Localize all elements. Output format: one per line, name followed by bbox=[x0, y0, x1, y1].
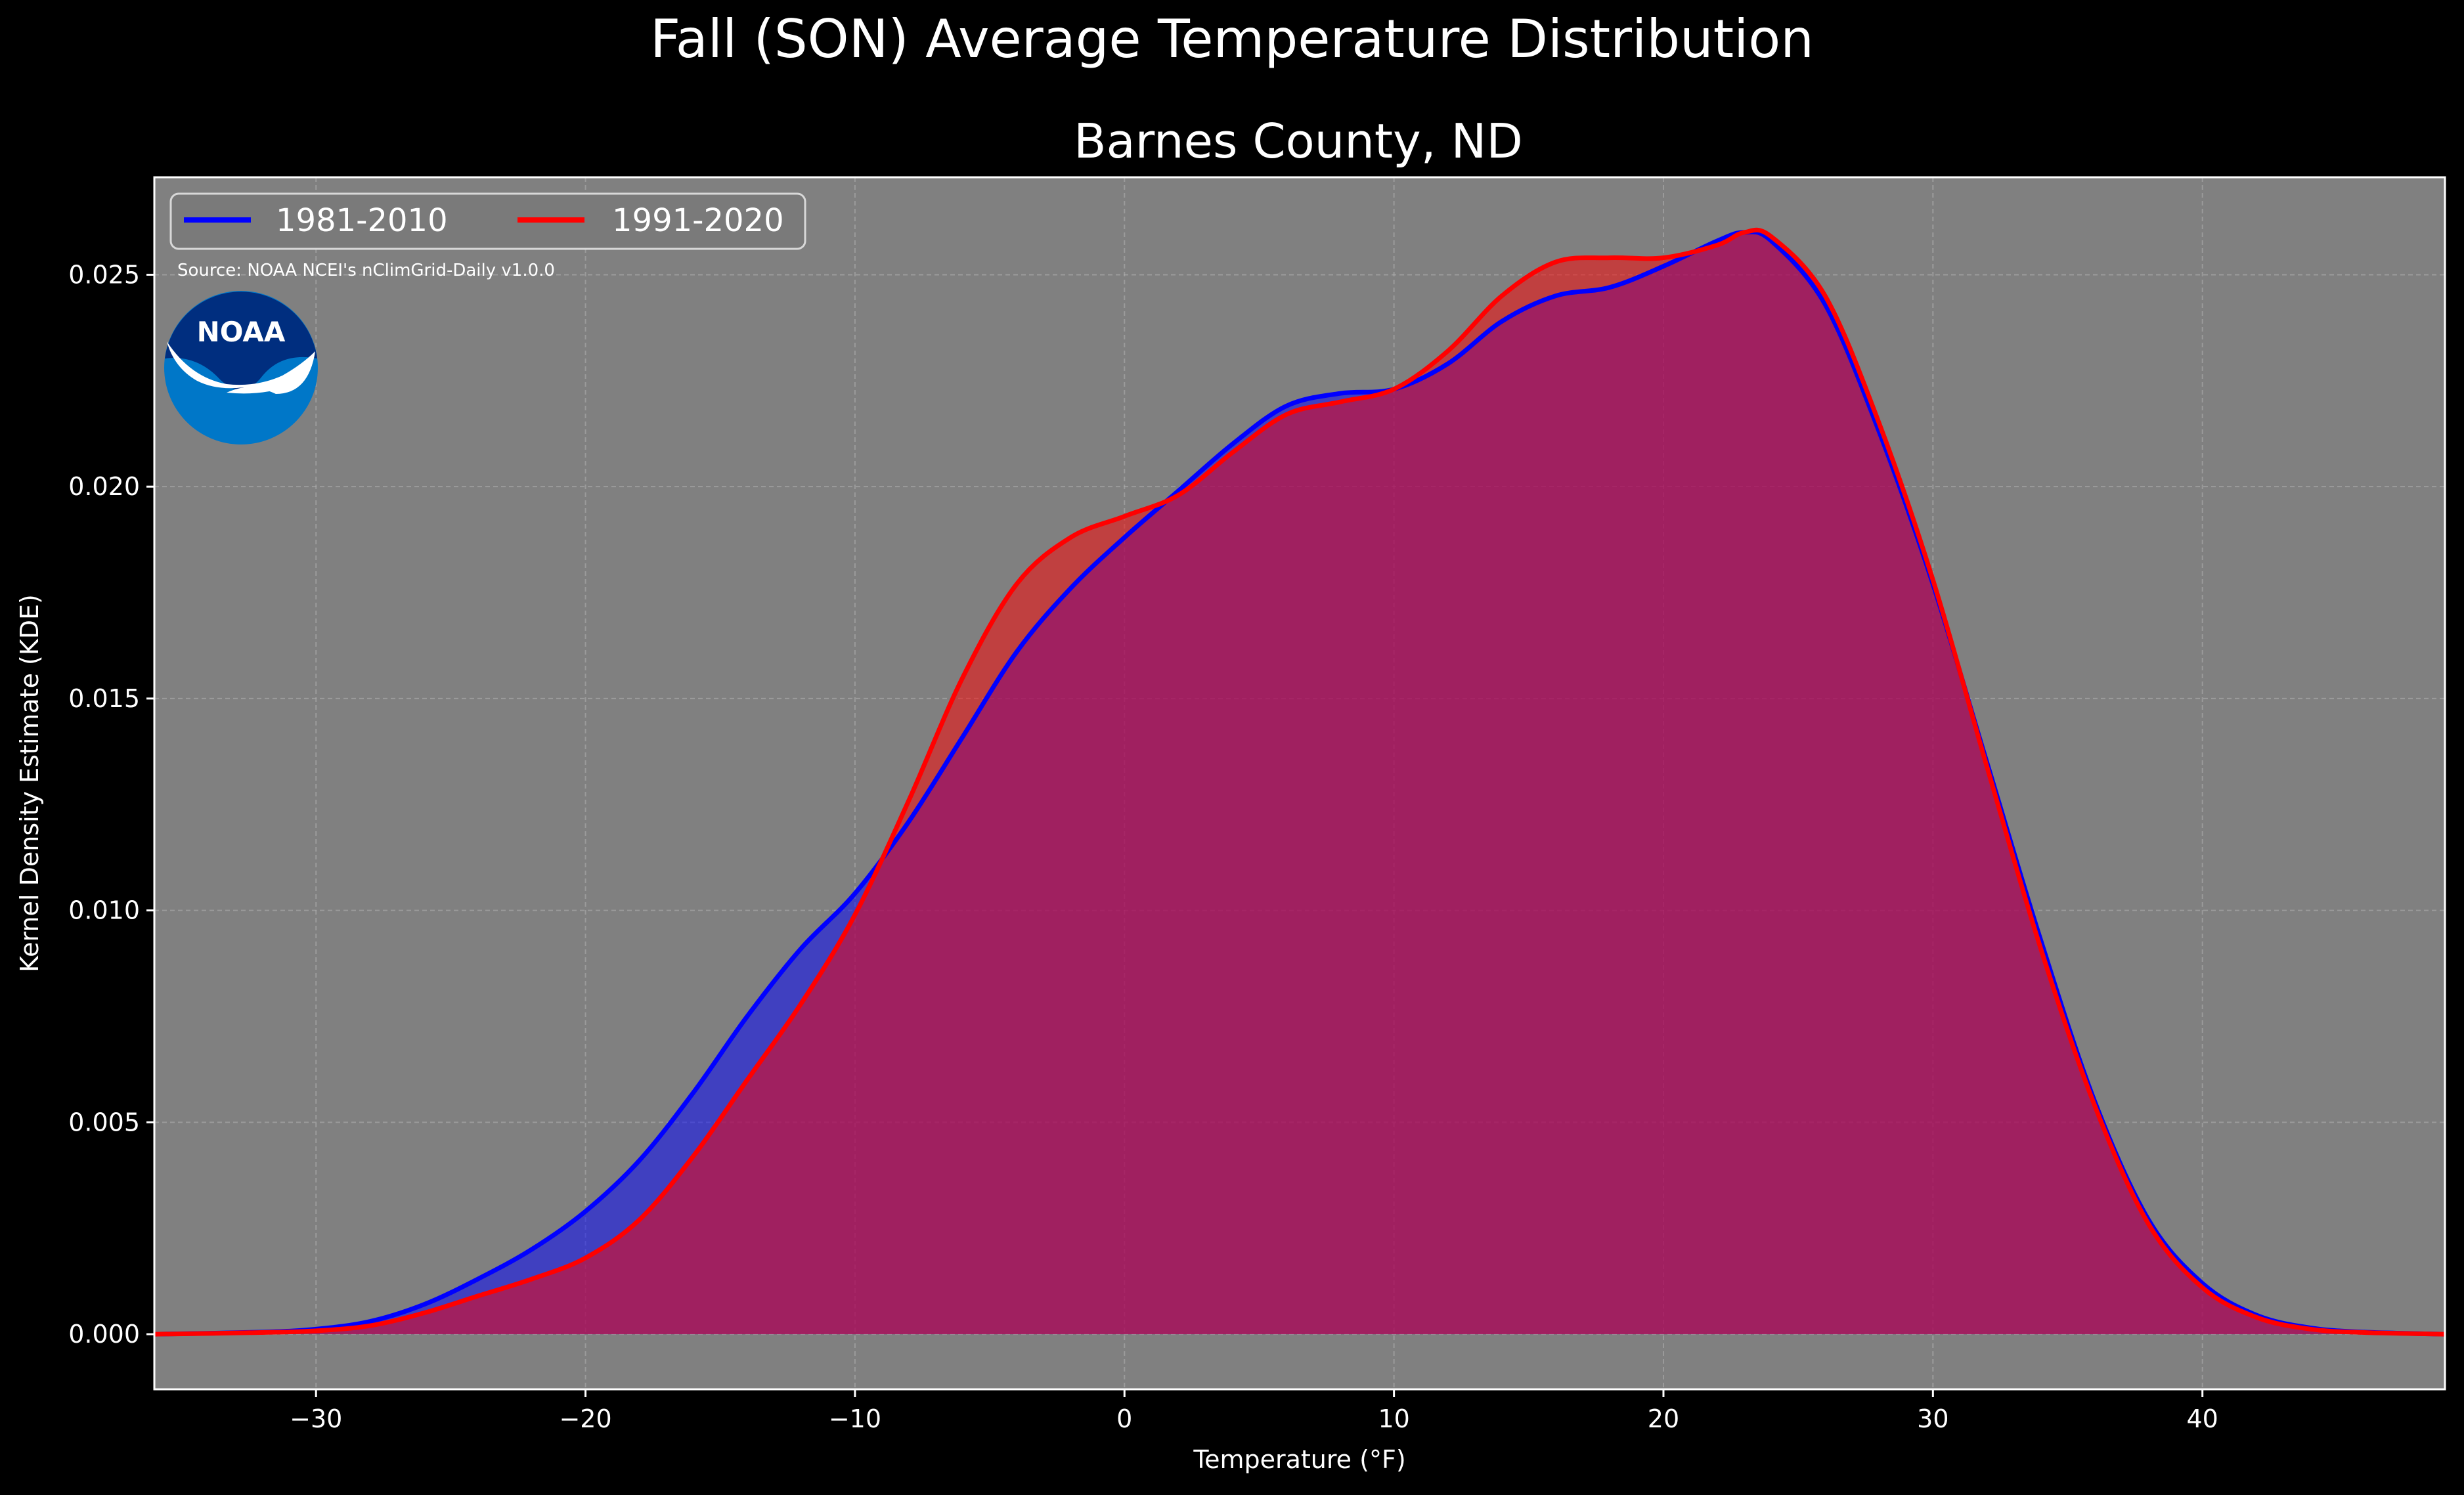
y-tick-label: 0.000 bbox=[68, 1320, 140, 1349]
legend-label-1981-2010: 1981-2010 bbox=[276, 202, 448, 239]
x-tick-label: 0 bbox=[1116, 1404, 1132, 1433]
y-tick-label: 0.025 bbox=[68, 260, 140, 289]
x-tick-label: −10 bbox=[829, 1404, 881, 1433]
chart-subtitle: Barnes County, ND bbox=[1074, 114, 1523, 169]
plot-area bbox=[153, 176, 2446, 1391]
y-tick-label: 0.020 bbox=[68, 472, 140, 501]
x-tick-label: 20 bbox=[1648, 1404, 1679, 1433]
x-tick-label: −20 bbox=[559, 1404, 611, 1433]
series-line-1991-2020 bbox=[154, 227, 2446, 1337]
noaa-logo: NOAA bbox=[164, 291, 318, 444]
x-tick-label: 40 bbox=[2187, 1404, 2218, 1433]
noaa-logo-text: NOAA bbox=[197, 316, 286, 348]
source-note: Source: NOAA NCEI's nClimGrid-Daily v1.0… bbox=[177, 261, 555, 280]
y-axis-label: Kernel Density Estimate (KDE) bbox=[15, 594, 44, 972]
noaa-logo-wing-icon bbox=[227, 386, 276, 394]
y-tick-label: 0.010 bbox=[68, 896, 140, 925]
x-axis-ticks: −30 −20 −10 0 10 20 30 40 bbox=[290, 1389, 2218, 1433]
y-tick-label: 0.015 bbox=[68, 684, 140, 713]
legend-box bbox=[169, 192, 806, 250]
noaa-logo-gull-icon bbox=[167, 341, 315, 394]
x-tick-label: −30 bbox=[290, 1404, 342, 1433]
y-axis-ticks: 0.000 0.005 0.010 0.015 0.020 0.025 bbox=[68, 260, 154, 1349]
axes-frame bbox=[153, 176, 2446, 1391]
x-tick-label: 30 bbox=[1917, 1404, 1948, 1433]
area-fill-1991-2020 bbox=[154, 230, 2445, 1335]
series-line-1981-2010 bbox=[154, 229, 2446, 1337]
legend-label-1991-2020: 1991-2020 bbox=[612, 202, 784, 239]
y-tick-label: 0.005 bbox=[68, 1108, 140, 1137]
x-tick-label: 10 bbox=[1378, 1404, 1409, 1433]
noaa-logo-sky bbox=[165, 292, 317, 390]
series-layer bbox=[154, 227, 2446, 1337]
x-axis-label: Temperature (°F) bbox=[1193, 1445, 1405, 1474]
legend: 1981-2010 1991-2020 bbox=[169, 192, 806, 250]
chart-title: Fall (SON) Average Temperature Distribut… bbox=[650, 9, 1814, 70]
